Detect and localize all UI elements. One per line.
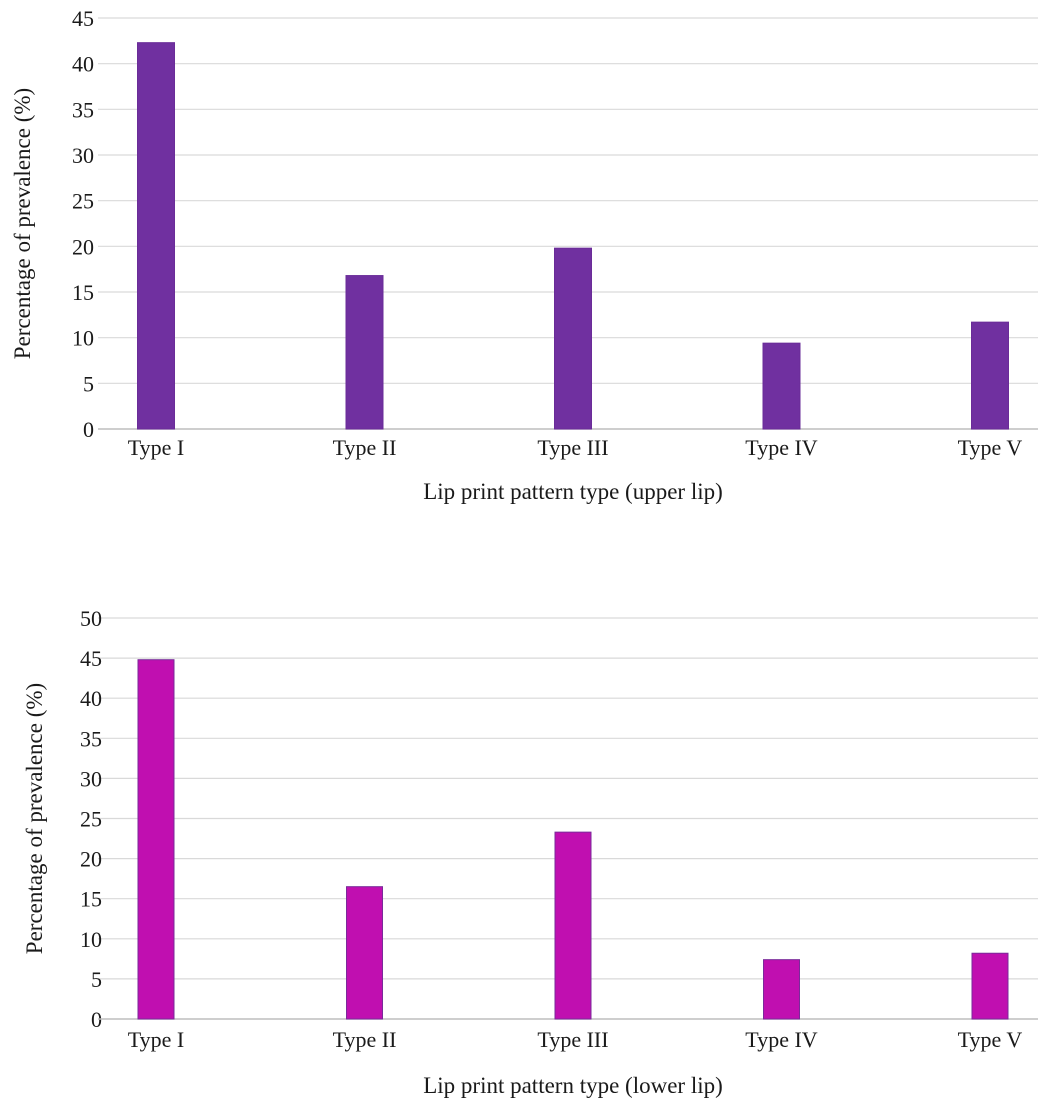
bar [762,342,801,430]
bar [971,952,1009,1020]
bar [137,42,175,430]
y-tick-label: 25 [80,807,102,832]
lower-lip-chart: 0 5 10 15 20 25 30 35 40 45 50 Type I Type II Type II… [22,606,1038,1098]
bar [554,247,592,430]
y-tick-label: 5 [91,967,102,992]
y-tick-label: 15 [72,280,94,305]
y-axis-title: Percentage of prevalence (%) [10,88,35,359]
y-tick-label: 20 [80,847,102,872]
y-tick-label: 0 [83,417,94,442]
x-axis-title: Lip print pattern type (lower lip) [423,1073,723,1098]
bar [346,886,383,1020]
y-tick-label: 10 [72,326,94,351]
x-tick-label: Type IV [745,1027,817,1052]
x-tick-label: Type II [333,435,397,460]
y-tick-label: 35 [80,726,102,751]
y-tick-label: 5 [83,371,94,396]
y-tick-label: 10 [80,927,102,952]
y-tick-label: 30 [72,143,94,168]
bar [137,659,175,1020]
x-tick-label: Type I [128,435,185,460]
y-tick-label: 20 [72,234,94,259]
y-tick-label: 40 [80,686,102,711]
x-tick-label: Type V [958,435,1023,460]
y-tick-label: 40 [72,52,94,77]
bar [345,275,384,430]
bar [554,831,592,1020]
y-tick-label: 0 [91,1007,102,1032]
y-tick-label: 45 [80,646,102,671]
x-tick-label: Type III [537,435,608,460]
x-tick-label: Type II [333,1027,397,1052]
y-tick-label: 35 [72,97,94,122]
y-tick-label: 15 [80,887,102,912]
bar [763,959,800,1020]
y-tick-label: 30 [80,766,102,791]
upper-lip-chart: 0 5 10 15 20 25 30 35 40 45 Type I Type II Type III T… [10,6,1038,504]
x-tick-label: Type V [958,1027,1023,1052]
x-tick-label: Type I [128,1027,185,1052]
y-axis-title: Percentage of prevalence (%) [22,683,47,954]
y-tick-label: 50 [80,606,102,631]
bar [971,321,1009,430]
x-axis-title: Lip print pattern type (upper lip) [423,479,723,504]
y-tick-label: 25 [72,189,94,214]
x-tick-label: Type III [537,1027,608,1052]
y-tick-label: 45 [72,6,94,31]
x-tick-label: Type IV [745,435,817,460]
